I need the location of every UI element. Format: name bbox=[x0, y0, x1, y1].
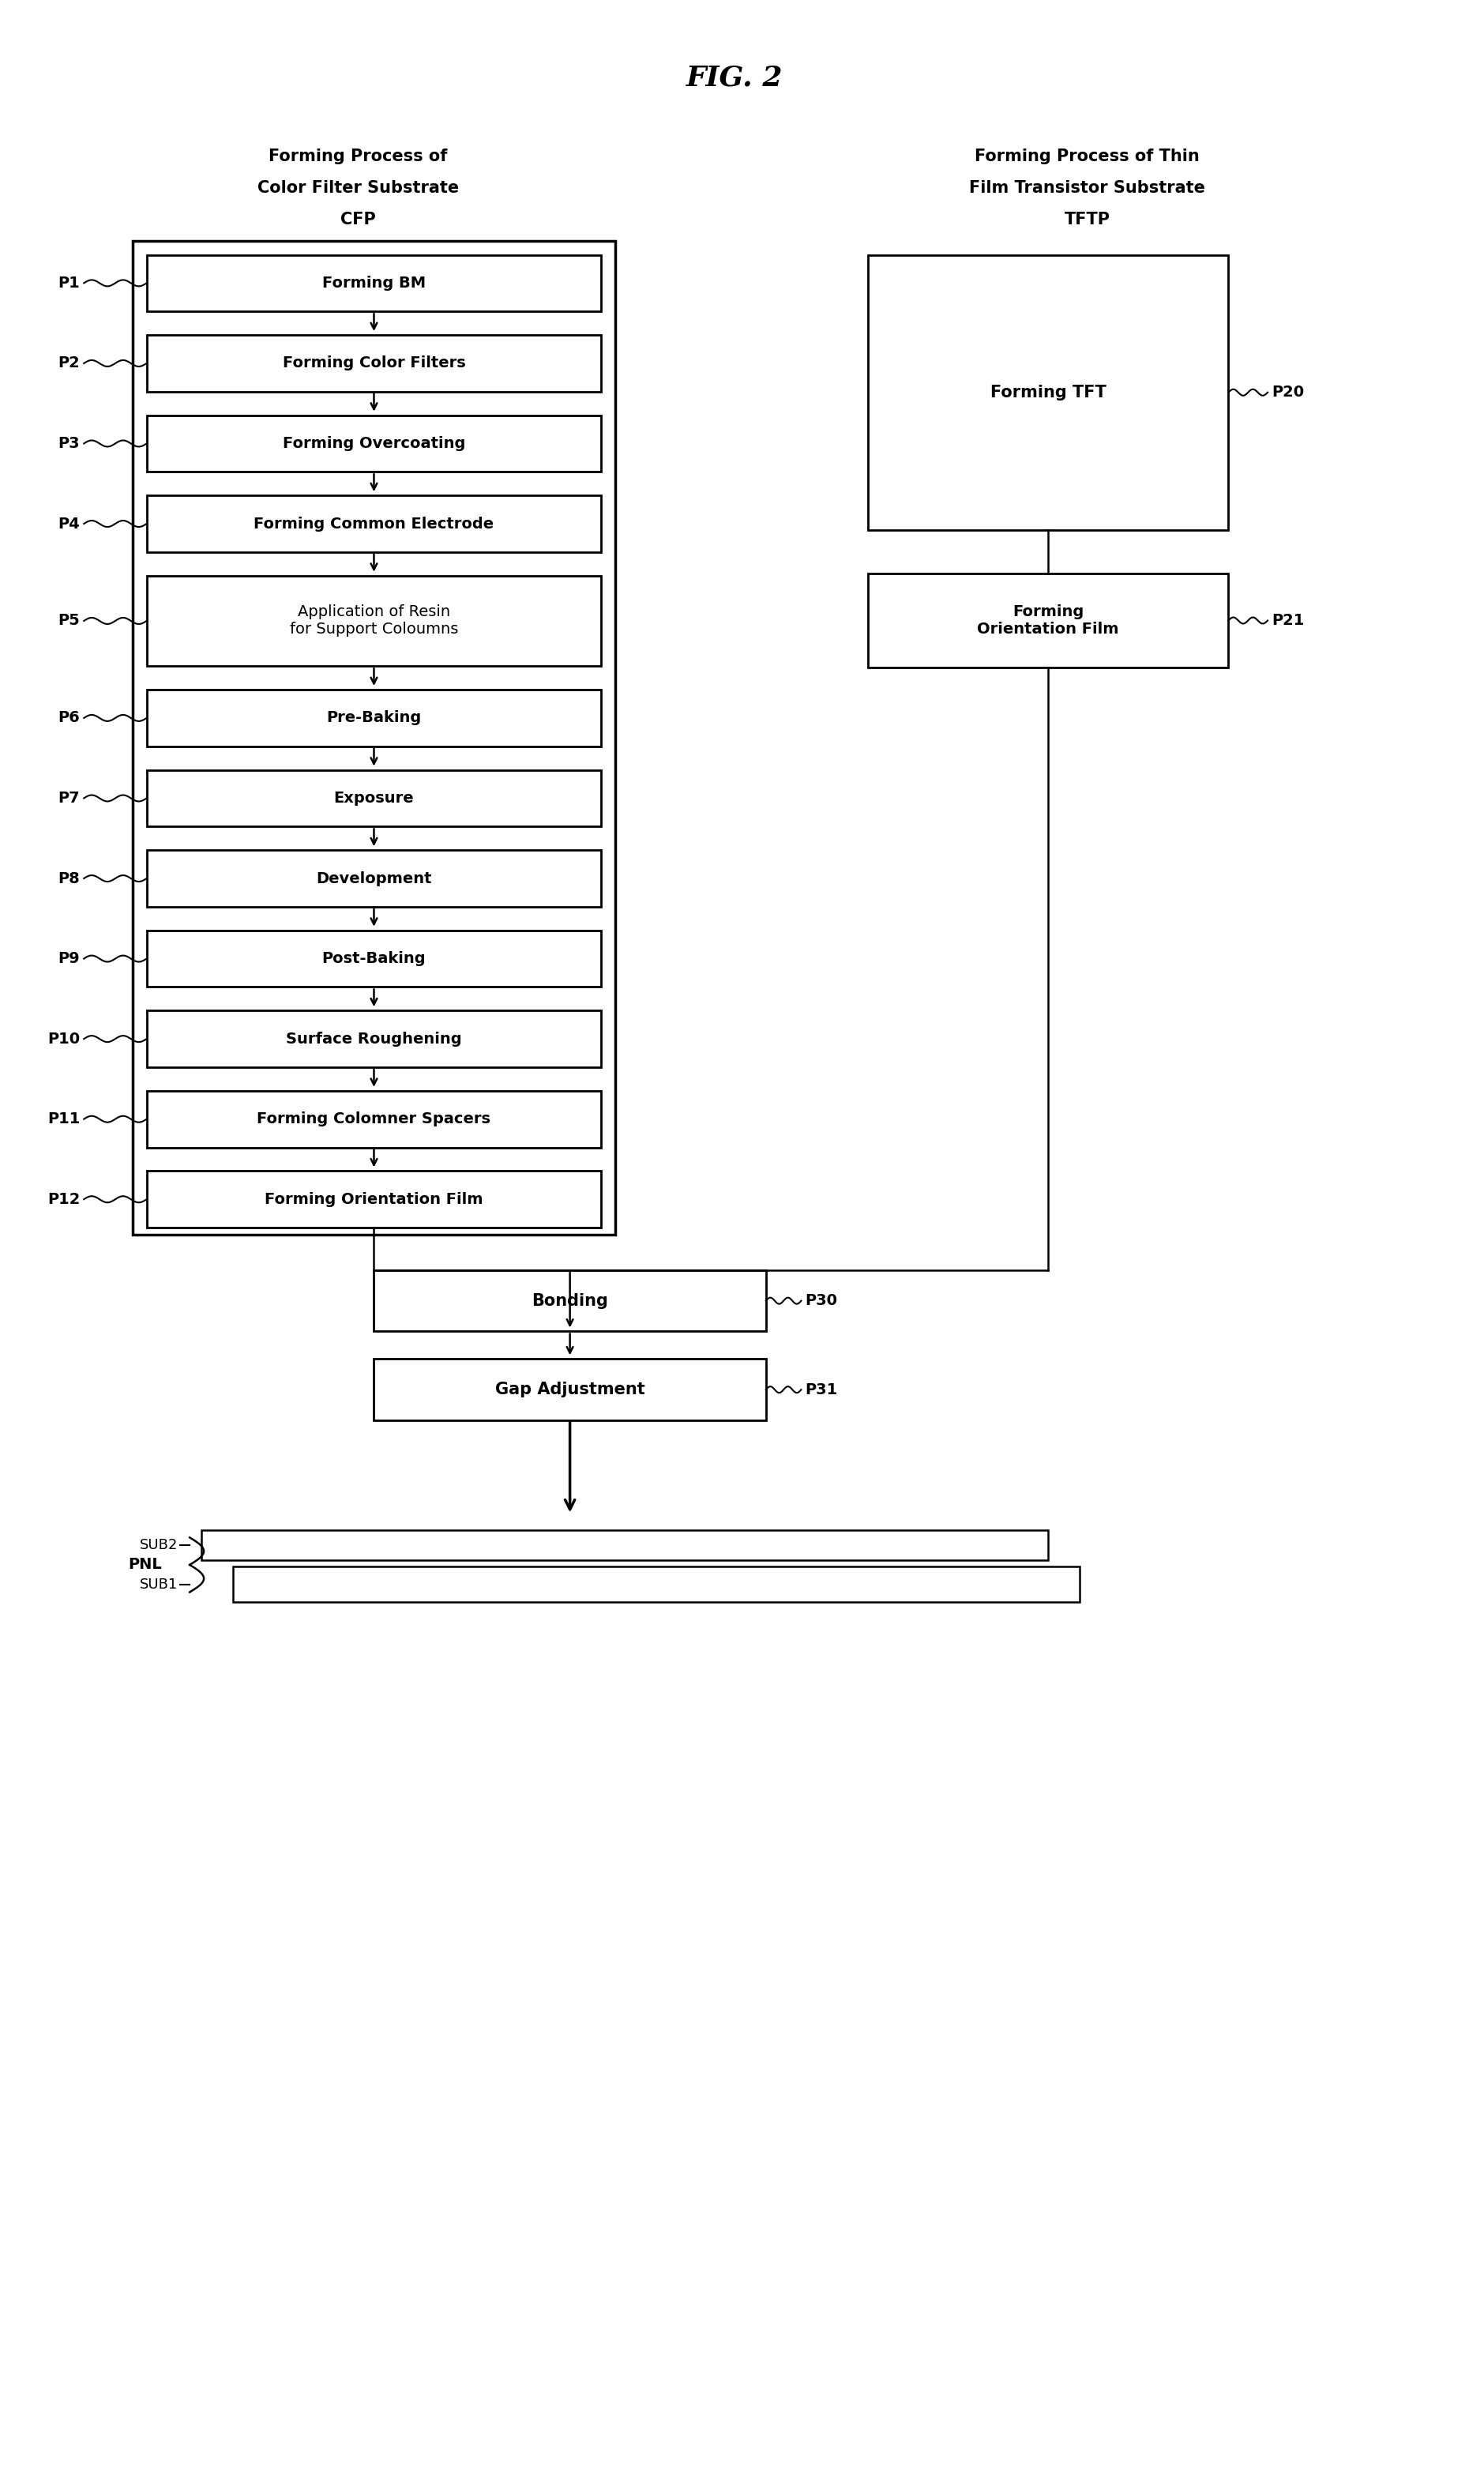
Text: Post-Baking: Post-Baking bbox=[322, 951, 426, 965]
Bar bbox=[147, 769, 601, 827]
Text: Forming TFT: Forming TFT bbox=[990, 385, 1106, 400]
Bar bbox=[374, 1271, 766, 1330]
Bar bbox=[147, 335, 601, 392]
Text: P12: P12 bbox=[47, 1191, 80, 1206]
Text: PNL: PNL bbox=[129, 1556, 162, 1571]
Text: Forming Color Filters: Forming Color Filters bbox=[282, 355, 466, 370]
Text: Bonding: Bonding bbox=[531, 1293, 608, 1308]
Text: P9: P9 bbox=[58, 951, 80, 965]
Bar bbox=[233, 1566, 1079, 1601]
Bar bbox=[202, 1531, 1048, 1561]
Text: P10: P10 bbox=[47, 1033, 80, 1047]
Text: Application of Resin
for Support Coloumns: Application of Resin for Support Coloumn… bbox=[289, 606, 459, 638]
Bar bbox=[147, 414, 601, 472]
Bar bbox=[374, 1360, 766, 1420]
Text: P20: P20 bbox=[1272, 385, 1304, 400]
Bar bbox=[147, 931, 601, 988]
Text: Forming
Orientation Film: Forming Orientation Film bbox=[978, 603, 1119, 638]
Bar bbox=[868, 573, 1229, 668]
Text: P21: P21 bbox=[1272, 613, 1304, 628]
Text: Gap Adjustment: Gap Adjustment bbox=[496, 1382, 646, 1397]
Bar bbox=[147, 576, 601, 665]
Text: Forming Process of Thin: Forming Process of Thin bbox=[975, 149, 1199, 164]
Text: Pre-Baking: Pre-Baking bbox=[326, 710, 421, 725]
Text: TFTP: TFTP bbox=[1064, 211, 1110, 228]
Text: P6: P6 bbox=[58, 710, 80, 725]
Bar bbox=[868, 256, 1229, 531]
Text: P31: P31 bbox=[806, 1382, 837, 1397]
Text: Film Transistor Substrate: Film Transistor Substrate bbox=[969, 181, 1205, 196]
Bar bbox=[147, 1010, 601, 1067]
Text: Exposure: Exposure bbox=[334, 792, 414, 807]
Text: Forming Common Electrode: Forming Common Electrode bbox=[254, 516, 494, 531]
Text: P11: P11 bbox=[47, 1112, 80, 1127]
Text: Development: Development bbox=[316, 871, 432, 886]
Text: Surface Roughening: Surface Roughening bbox=[286, 1033, 462, 1047]
Text: Forming Colomner Spacers: Forming Colomner Spacers bbox=[257, 1112, 491, 1127]
Text: P1: P1 bbox=[58, 276, 80, 290]
Text: P5: P5 bbox=[58, 613, 80, 628]
Text: FIG. 2: FIG. 2 bbox=[686, 65, 784, 92]
Text: Forming Overcoating: Forming Overcoating bbox=[282, 437, 466, 452]
Text: P4: P4 bbox=[58, 516, 80, 531]
Text: P8: P8 bbox=[58, 871, 80, 886]
Text: SUB1: SUB1 bbox=[139, 1576, 178, 1591]
Text: P2: P2 bbox=[58, 355, 80, 370]
Text: SUB2: SUB2 bbox=[139, 1539, 178, 1551]
Bar bbox=[147, 851, 601, 906]
Bar bbox=[132, 241, 616, 1234]
Text: Forming Process of: Forming Process of bbox=[269, 149, 448, 164]
Text: Forming BM: Forming BM bbox=[322, 276, 426, 290]
Text: Forming Orientation Film: Forming Orientation Film bbox=[264, 1191, 484, 1206]
Text: P30: P30 bbox=[806, 1293, 837, 1308]
Text: Color Filter Substrate: Color Filter Substrate bbox=[258, 181, 459, 196]
Bar bbox=[147, 256, 601, 310]
Text: CFP: CFP bbox=[341, 211, 375, 228]
Bar bbox=[147, 496, 601, 551]
Text: P7: P7 bbox=[58, 792, 80, 807]
Bar bbox=[147, 1172, 601, 1229]
Text: P3: P3 bbox=[58, 437, 80, 452]
Bar bbox=[147, 1090, 601, 1147]
Bar bbox=[147, 690, 601, 747]
